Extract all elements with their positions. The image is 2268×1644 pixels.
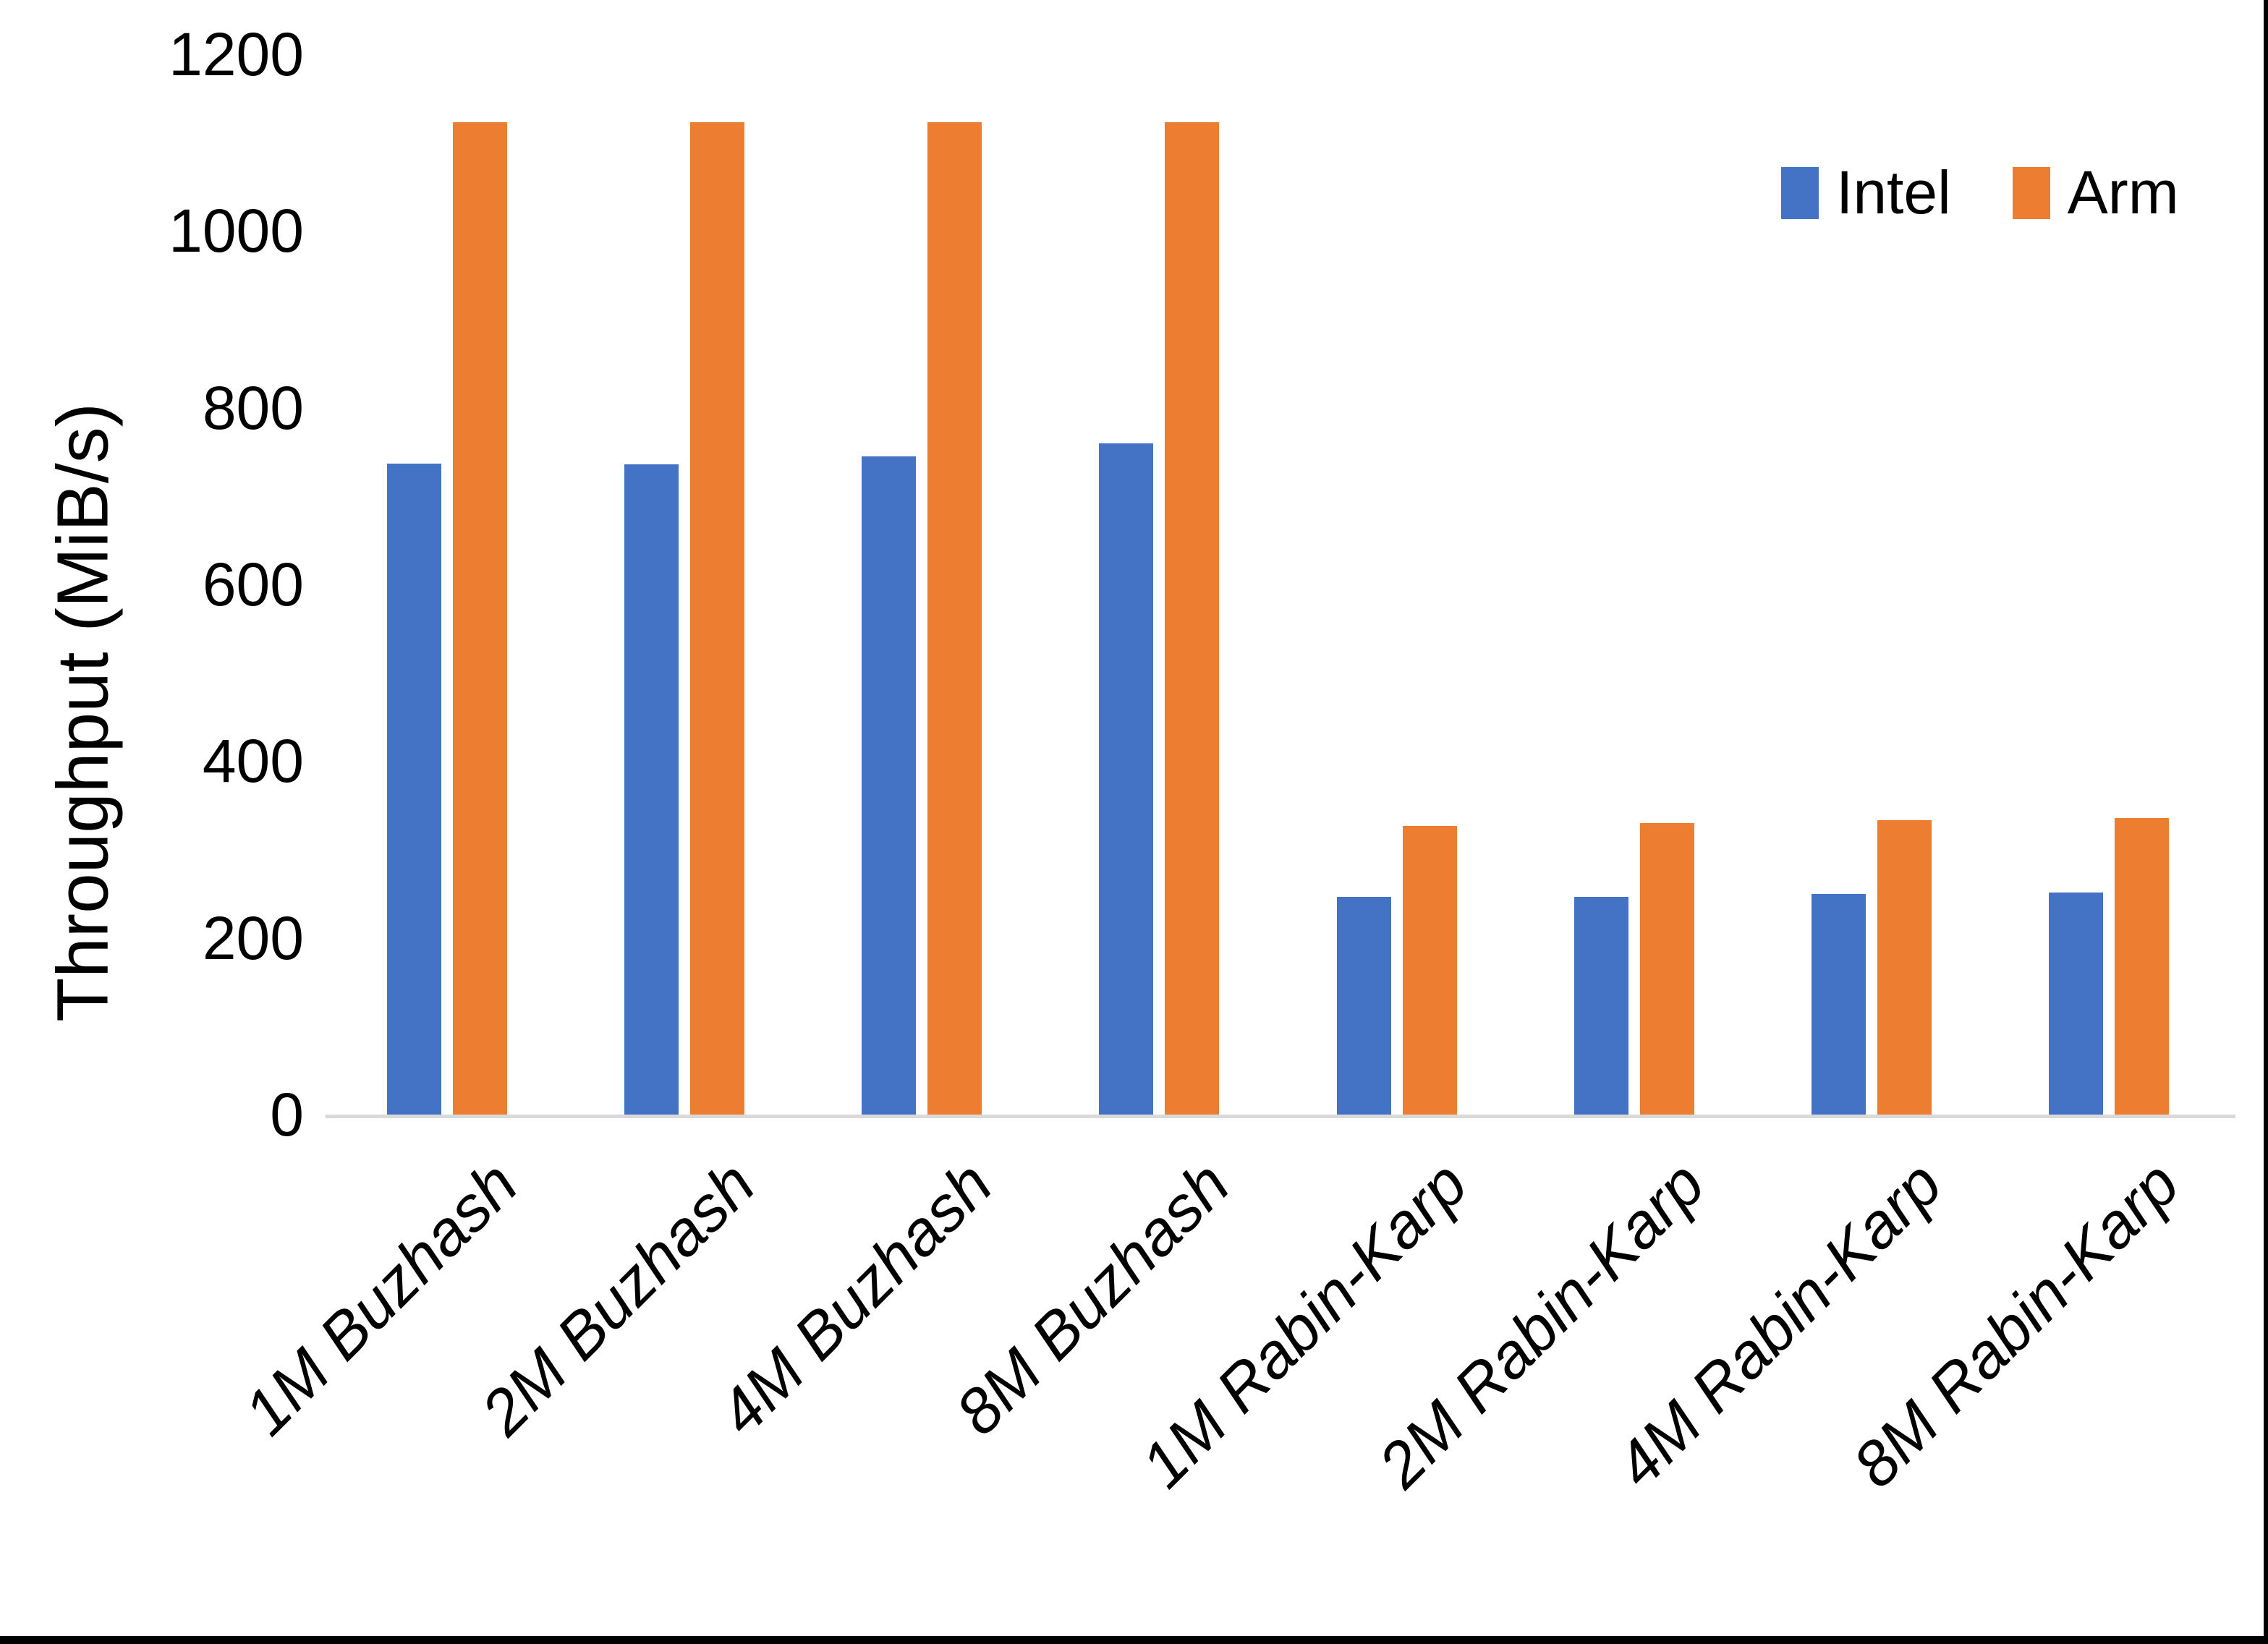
bar-arm-1m-rabin-karp: [1402, 826, 1457, 1115]
bar-arm-2m-buzhash: [690, 122, 745, 1115]
y-tick-label: 600: [202, 550, 304, 618]
legend-item-intel: Intel: [1781, 158, 1951, 228]
bar-intel-4m-buzhash: [862, 456, 917, 1115]
legend-item-arm: Arm: [2012, 158, 2179, 228]
bar-arm-8m-buzhash: [1165, 122, 1220, 1115]
y-tick-label: 200: [202, 904, 304, 972]
bar-arm-8m-rabin-karp: [2114, 818, 2169, 1115]
legend: Intel Arm: [1781, 158, 2179, 228]
bar-arm-2m-rabin-karp: [1639, 823, 1694, 1115]
screenshot-bottom-border: [0, 1636, 2268, 1644]
screenshot-right-border: [2264, 0, 2268, 1644]
bar-arm-4m-rabin-karp: [1877, 820, 1932, 1115]
plot-area: [326, 54, 2235, 1115]
legend-label-arm: Arm: [2067, 158, 2179, 226]
bar-intel-4m-rabin-karp: [1811, 894, 1866, 1115]
y-tick-label: 400: [202, 727, 304, 795]
legend-label-intel: Intel: [1836, 158, 1951, 226]
y-tick-label: 1200: [169, 20, 304, 88]
bar-intel-8m-buzhash: [1099, 443, 1154, 1115]
bar-arm-4m-buzhash: [927, 122, 982, 1115]
y-tick-label: 0: [270, 1081, 304, 1149]
y-tick-label: 1000: [169, 197, 304, 265]
intel-series-swatch-icon: [1781, 166, 1819, 219]
bar-arm-1m-buzhash: [453, 122, 507, 1115]
bar-intel-1m-rabin-karp: [1336, 897, 1391, 1115]
bar-intel-2m-rabin-karp: [1573, 897, 1628, 1115]
y-tick-label: 800: [202, 374, 304, 442]
x-axis-line: [326, 1115, 2235, 1118]
bar-intel-8m-rabin-karp: [2048, 893, 2103, 1115]
arm-series-swatch-icon: [2012, 166, 2050, 219]
bar-intel-2m-buzhash: [624, 464, 679, 1115]
bar-intel-1m-buzhash: [387, 464, 441, 1115]
